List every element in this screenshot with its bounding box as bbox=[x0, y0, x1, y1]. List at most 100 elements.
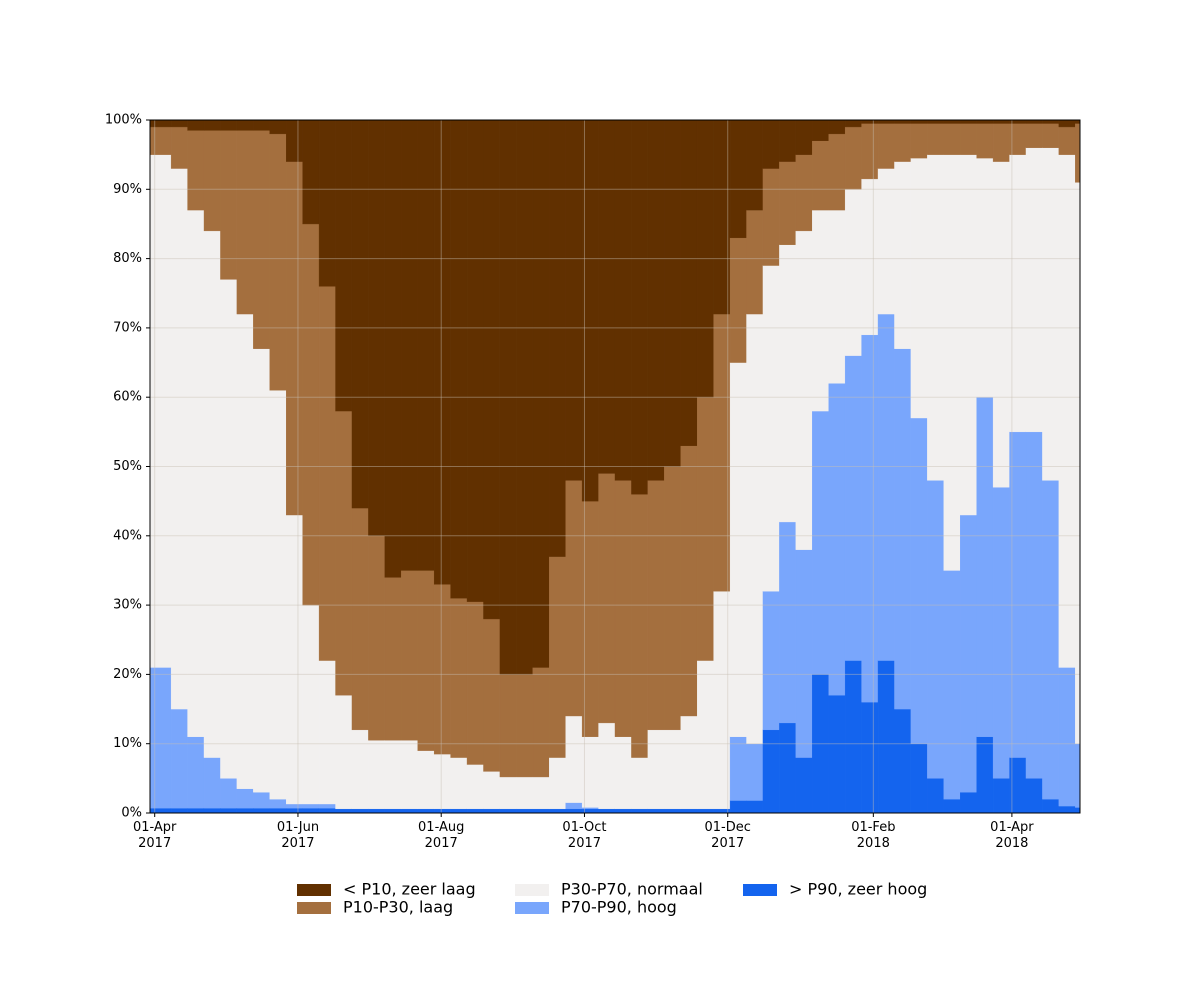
area-step bbox=[417, 808, 435, 814]
area-step bbox=[844, 189, 862, 356]
legend-label: < P10, zeer laag bbox=[343, 880, 476, 899]
area-step bbox=[631, 808, 649, 814]
area-step bbox=[844, 660, 862, 814]
area-step bbox=[844, 119, 862, 128]
y-tick-label: 30% bbox=[113, 598, 142, 613]
area-step bbox=[1058, 667, 1076, 807]
area-step bbox=[499, 674, 517, 778]
area-step bbox=[861, 701, 879, 814]
area-step bbox=[368, 740, 386, 810]
area-step bbox=[647, 119, 665, 481]
area-step bbox=[302, 119, 320, 225]
area-step bbox=[976, 119, 994, 124]
area-step bbox=[532, 119, 550, 668]
area-step bbox=[499, 776, 517, 810]
area-step bbox=[1075, 123, 1081, 183]
area-step bbox=[269, 133, 287, 391]
area-step bbox=[779, 119, 797, 162]
area-step bbox=[960, 514, 977, 793]
area-step bbox=[614, 736, 632, 810]
area-step bbox=[976, 157, 994, 398]
area-step bbox=[614, 119, 632, 481]
area-step bbox=[466, 764, 484, 810]
area-step bbox=[746, 313, 764, 744]
area-step bbox=[861, 334, 879, 703]
area-step bbox=[253, 130, 270, 349]
area-step bbox=[466, 119, 484, 602]
area-step bbox=[149, 807, 172, 814]
area-step bbox=[269, 798, 287, 809]
area-step bbox=[302, 223, 320, 606]
area-step bbox=[203, 757, 221, 809]
area-step bbox=[927, 778, 944, 814]
area-step bbox=[877, 119, 895, 124]
area-step bbox=[960, 123, 977, 155]
legend-label: P70-P90, hoog bbox=[561, 898, 677, 917]
area-step bbox=[203, 807, 221, 814]
area-step bbox=[1075, 743, 1081, 808]
area-step bbox=[187, 807, 205, 814]
legend-label: > P90, zeer hoog bbox=[789, 880, 927, 899]
area-step bbox=[401, 808, 418, 814]
area-step bbox=[335, 410, 353, 696]
area-step bbox=[877, 168, 895, 315]
area-step bbox=[565, 119, 583, 481]
area-step bbox=[269, 119, 287, 135]
area-step bbox=[253, 792, 270, 809]
x-tick-label: 01-Dec 2017 bbox=[704, 820, 751, 851]
area-step bbox=[450, 808, 468, 814]
area-step bbox=[466, 601, 484, 765]
area-step bbox=[203, 119, 221, 131]
area-step bbox=[992, 778, 1010, 814]
area-step bbox=[417, 570, 435, 751]
area-step bbox=[384, 808, 402, 814]
legend-label: P10-P30, laag bbox=[343, 898, 453, 917]
area-step bbox=[1058, 154, 1076, 668]
area-step bbox=[483, 119, 501, 620]
area-step bbox=[927, 119, 944, 124]
area-step bbox=[269, 807, 287, 814]
area-step bbox=[401, 119, 418, 571]
area-step bbox=[417, 750, 435, 810]
area-step bbox=[368, 808, 386, 814]
area-step bbox=[318, 286, 336, 661]
area-step bbox=[696, 660, 714, 810]
area-step bbox=[631, 757, 649, 810]
area-step bbox=[318, 660, 336, 805]
area-step bbox=[861, 178, 879, 336]
area-step bbox=[894, 123, 912, 162]
area-step bbox=[286, 803, 303, 809]
y-tick-label: 0% bbox=[121, 806, 142, 821]
area-step bbox=[894, 119, 912, 124]
area-step bbox=[729, 736, 747, 801]
area-step bbox=[302, 803, 320, 809]
area-step bbox=[877, 660, 895, 814]
x-tick-label: 01-Apr 2018 bbox=[990, 820, 1034, 851]
area-step bbox=[647, 808, 665, 814]
area-step bbox=[351, 119, 369, 509]
area-step bbox=[680, 715, 698, 810]
area-step bbox=[598, 808, 616, 814]
area-step bbox=[664, 729, 681, 810]
area-step bbox=[861, 119, 879, 124]
area-step bbox=[762, 265, 780, 592]
area-step bbox=[664, 808, 681, 814]
legend-swatch bbox=[515, 884, 549, 896]
area-step bbox=[549, 808, 566, 814]
area-step bbox=[253, 348, 270, 793]
area-step bbox=[532, 667, 550, 778]
legend-swatch bbox=[743, 884, 777, 896]
legend-swatch bbox=[515, 902, 549, 914]
area-step bbox=[203, 130, 221, 232]
area-step bbox=[236, 788, 254, 809]
area-step bbox=[483, 618, 501, 772]
area-step bbox=[549, 556, 566, 758]
area-step bbox=[351, 507, 369, 731]
area-step bbox=[598, 119, 616, 474]
plot-frame bbox=[149, 119, 1081, 814]
area-step bbox=[483, 771, 501, 810]
area-step bbox=[795, 549, 813, 758]
area-step bbox=[877, 123, 895, 169]
area-step bbox=[187, 130, 205, 211]
x-tick-label: 01-Feb 2018 bbox=[851, 820, 896, 851]
